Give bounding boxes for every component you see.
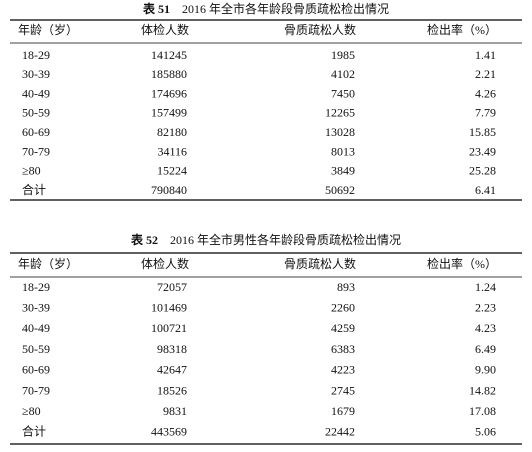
table-cell: 4223 (331, 363, 355, 377)
header-cell: 检出率（%） (427, 22, 497, 37)
table-cell: 15224 (157, 164, 187, 178)
table-cell: 40-49 (22, 86, 50, 100)
table-cell: 82180 (157, 125, 187, 139)
table-cell: 4.26 (475, 86, 496, 100)
table-cell: 30-39 (22, 300, 50, 314)
table-cell: 34116 (157, 144, 187, 158)
table-cell: 40-49 (22, 321, 50, 335)
table-cell: 60-69 (22, 363, 50, 377)
table-cell: 12265 (325, 106, 355, 120)
table-cell: 2745 (331, 383, 355, 397)
table-title: 表 51 2016 年全市各年龄段骨质疏松检出情况 (142, 1, 389, 16)
table-cell: 8013 (331, 144, 355, 158)
table-cell: 790840 (151, 183, 187, 197)
table-cell: 18-29 (22, 280, 50, 294)
header-cell: 骨质疏松人数 (284, 256, 356, 271)
table-cell: 1.24 (475, 280, 496, 294)
table-cell: 15.85 (469, 125, 496, 139)
table-label: 表 51 (142, 1, 170, 16)
table-cell: 合计 (22, 182, 46, 197)
table-cell: 25.28 (469, 164, 496, 178)
header-cell: 年龄（岁） (18, 256, 78, 271)
table-cell: 70-79 (22, 144, 50, 158)
table-cell: 4.23 (475, 321, 496, 335)
table-cell: 1985 (331, 48, 355, 62)
table-cell: 30-39 (22, 67, 50, 81)
table-cell: 174696 (151, 86, 187, 100)
table-cell: 157499 (151, 106, 187, 120)
table-cell: 98318 (157, 342, 187, 356)
table-caption: 2016 年全市各年龄段骨质疏松检出情况 (182, 1, 389, 16)
table-cell: 6383 (331, 342, 355, 356)
table-cell: 22442 (325, 425, 355, 439)
table-cell: 50-59 (22, 106, 50, 120)
table-cell: 4259 (331, 321, 355, 335)
table-title: 表 52 2016 年全市男性各年龄段骨质疏松检出情况 (130, 232, 401, 247)
table-cell: 2260 (331, 300, 355, 314)
table-cell: ≥80 (22, 404, 41, 418)
table-cell: 合计 (22, 424, 46, 439)
table-cell: 3849 (331, 164, 355, 178)
table-cell: 42647 (157, 363, 187, 377)
table-cell: 101469 (151, 300, 187, 314)
header-cell: 体检人数 (141, 256, 189, 271)
table-cell: 5.06 (475, 425, 496, 439)
table-cell: 50-59 (22, 342, 50, 356)
table-cell: 4102 (331, 67, 355, 81)
table-cell: 100721 (151, 321, 187, 335)
table-cell: 7.79 (475, 106, 496, 120)
table-label: 表 52 (130, 232, 158, 247)
table-cell: 2.23 (475, 300, 496, 314)
table-cell: 141245 (151, 48, 187, 62)
table-cell: 7450 (331, 86, 355, 100)
table-cell: 50692 (325, 183, 355, 197)
table-cell: 18-29 (22, 48, 50, 62)
table-cell: 13028 (325, 125, 355, 139)
table-cell: 6.49 (475, 342, 496, 356)
header-cell: 骨质疏松人数 (284, 22, 356, 37)
table-cell: 2.21 (475, 67, 496, 81)
table-cell: 72057 (157, 280, 187, 294)
table-cell: 1679 (331, 404, 355, 418)
table-cell: 18526 (157, 383, 187, 397)
header-cell: 体检人数 (141, 22, 189, 37)
table-cell: 893 (337, 280, 355, 294)
table-cell: 9831 (163, 404, 187, 418)
table-cell: 60-69 (22, 125, 50, 139)
table-cell: 185880 (151, 67, 187, 81)
header-cell: 年龄（岁） (18, 22, 78, 37)
table-cell: 1.41 (475, 48, 496, 62)
table-cell: ≥80 (22, 164, 41, 178)
table-caption: 2016 年全市男性各年龄段骨质疏松检出情况 (170, 232, 401, 247)
header-cell: 检出率（%） (427, 256, 497, 271)
table-cell: 443569 (151, 425, 187, 439)
table-cell: 6.41 (475, 183, 496, 197)
table-cell: 70-79 (22, 383, 50, 397)
table-cell: 23.49 (469, 144, 496, 158)
table-cell: 14.82 (469, 383, 496, 397)
table-cell: 17.08 (469, 404, 496, 418)
table-cell: 9.90 (475, 363, 496, 377)
